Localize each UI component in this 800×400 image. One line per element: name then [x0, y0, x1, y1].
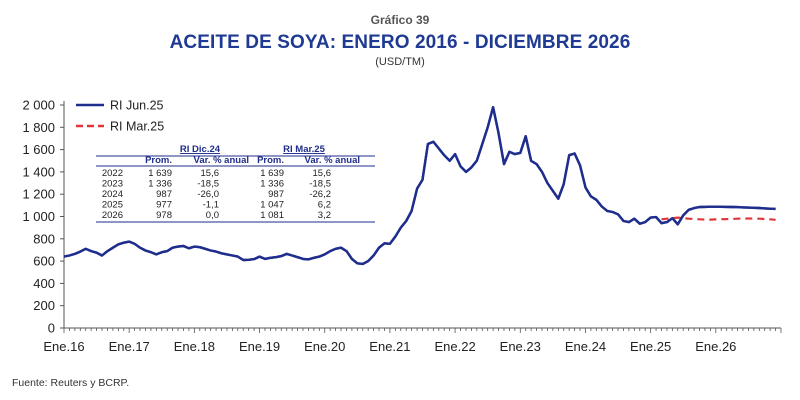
y-tick-label: 1 000: [22, 209, 55, 224]
table-cell: -26,2: [309, 189, 331, 200]
table-cell: 1 336: [260, 179, 284, 190]
table-cell: 987: [268, 189, 284, 200]
legend-label-ri-jun25: RI Jun.25: [110, 99, 164, 113]
x-tick-label: Ene.25: [630, 339, 671, 354]
legend-label-ri-mar25: RI Mar.25: [110, 120, 164, 134]
series-line-ri-mar25: [661, 216, 776, 221]
x-tick-label: Ene.21: [369, 339, 410, 354]
source-note: Fuente: Reuters y BCRP.: [12, 377, 130, 389]
x-tick-label: Ene.17: [109, 339, 150, 354]
table-cell: 1 047: [260, 200, 284, 211]
x-tick-label: Ene.23: [500, 339, 541, 354]
units-label: (USD/TM): [375, 56, 425, 68]
x-tick-label: Ene.24: [565, 339, 606, 354]
x-tick-label: Ene.22: [434, 339, 475, 354]
table-cell: -26,0: [197, 189, 219, 200]
table-cell-year: 2025: [102, 200, 123, 211]
table-column-header: Var. % anual: [194, 155, 249, 166]
x-tick-label: Ene.26: [695, 339, 736, 354]
table-cell: 977: [156, 200, 172, 211]
table-cell-year: 2026: [102, 210, 123, 221]
table-cell: 3,2: [318, 210, 331, 221]
x-tick-label: Ene.16: [43, 339, 84, 354]
table-group-header: RI Dic.24: [180, 144, 221, 155]
table-column-header: Var. % anual: [305, 155, 360, 166]
y-tick-label: 1 800: [22, 120, 55, 135]
table-cell: -18,5: [197, 179, 219, 190]
x-tick-label: Ene.20: [304, 339, 345, 354]
figure-label: Gráfico 39: [370, 13, 430, 27]
table-cell: 6,2: [318, 200, 331, 211]
table-column-header: Prom.: [257, 155, 284, 166]
table-cell: 1 336: [148, 179, 172, 190]
y-tick-label: 1 200: [22, 187, 55, 202]
table-cell: 0,0: [206, 210, 219, 221]
y-tick-label: 200: [33, 298, 55, 313]
y-tick-label: 2 000: [22, 98, 55, 113]
y-tick-label: 1 400: [22, 164, 55, 179]
table-cell: 1 639: [260, 168, 284, 179]
y-tick-label: 800: [33, 231, 55, 246]
table-cell: 1 639: [148, 168, 172, 179]
x-tick-label: Ene.19: [239, 339, 280, 354]
y-tick-label: 600: [33, 254, 55, 269]
table-cell: -1,1: [203, 200, 219, 211]
series-line-ri-jun25-overlay: [63, 106, 776, 266]
table-cell-year: 2024: [102, 189, 123, 200]
table-cell: 987: [156, 189, 172, 200]
y-tick-label: 400: [33, 276, 55, 291]
table-cell: 978: [156, 210, 172, 221]
table-cell: 15,6: [201, 168, 220, 179]
table-cell: -18,5: [309, 179, 331, 190]
table-cell-year: 2023: [102, 179, 123, 190]
table-cell-year: 2022: [102, 168, 123, 179]
table-column-header: Prom.: [145, 155, 172, 166]
table-cell: 1 081: [260, 210, 284, 221]
y-tick-label: 1 600: [22, 142, 55, 157]
table-cell: 15,6: [313, 168, 332, 179]
chart-title: ACEITE DE SOYA: ENERO 2016 - DICIEMBRE 2…: [169, 32, 631, 53]
x-tick-label: Ene.18: [174, 339, 215, 354]
y-tick-label: 0: [48, 321, 55, 336]
table-group-header: RI Mar.25: [283, 144, 325, 155]
